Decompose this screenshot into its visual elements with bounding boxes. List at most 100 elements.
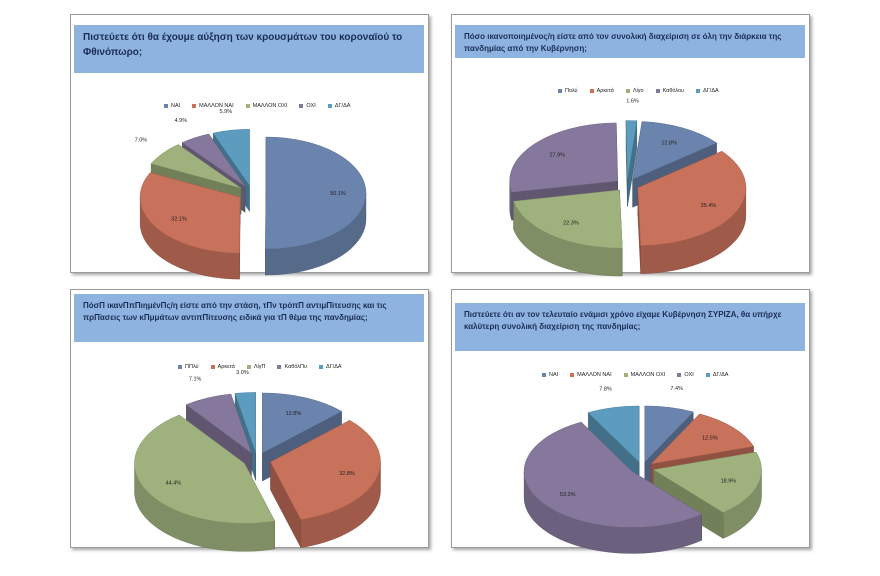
legend-swatch xyxy=(319,365,324,369)
pie-slice xyxy=(587,405,640,463)
legend-label: ΔΓ/ΔΑ xyxy=(334,103,351,109)
pie-data-label: 44.4% xyxy=(166,480,182,486)
legend-swatch xyxy=(655,89,660,93)
legend-swatch xyxy=(705,373,710,377)
legend-label: ΜΑΛΛΟΝ ΟΧΙ xyxy=(630,372,666,378)
pie-data-label: 53.3% xyxy=(560,492,576,498)
legend-item: ΝΑΙ xyxy=(542,372,558,378)
chart-title-2: Πόσο ικανοποιημένος/η είστε από τον συνο… xyxy=(455,25,805,58)
pie-chart-1: 50.1% 32.1% 7.0% 4.9% 5.9% xyxy=(135,109,367,280)
chart-title-4: Πιστεύετε ότι αν τον τελευταίο ενάμισι χ… xyxy=(455,303,805,351)
legend-item: Καθόλου xyxy=(655,88,684,94)
legend-swatch xyxy=(178,365,182,369)
pie-data-label: 1.6% xyxy=(626,98,639,104)
legend-label: ΛίγΠ xyxy=(253,364,266,370)
pie-slice xyxy=(650,413,755,465)
legend-label: ΜΑΛΛΟΝ ΝΑΙ xyxy=(199,103,234,109)
legend-item: Πολύ xyxy=(558,88,578,94)
pie-data-label: 7.1% xyxy=(189,377,202,383)
legend-item: ΝΑΙ xyxy=(164,103,180,109)
pie-data-label: 22.3% xyxy=(563,221,579,227)
chart-title-1: Πιστεύετε ότι θα έχουμε αύξηση των κρουσ… xyxy=(74,25,424,73)
legend-label: ΜΑΛΛΟΝ ΝΑΙ xyxy=(577,372,612,378)
legend-label: ΟΧΙ xyxy=(684,372,694,378)
legend-label: ΔΓ/ΔΑ xyxy=(703,88,719,94)
legend-4: ΝΑΙ ΜΑΛΛΟΝ ΝΑΙ ΜΑΛΛΟΝ ΟΧΙ ΟΧΙ ΔΓ/ΔΑ xyxy=(542,372,728,378)
pie-slice xyxy=(185,393,252,454)
pie-slice xyxy=(270,420,381,520)
legend-swatch xyxy=(327,104,332,108)
legend-swatch xyxy=(277,365,282,369)
legend-label: ΟΧΙ xyxy=(306,103,316,109)
pie-slice xyxy=(513,189,623,249)
legend-swatch xyxy=(542,373,546,377)
legend-item: ΔΓ/ΔΑ xyxy=(327,103,351,109)
legend-swatch xyxy=(245,104,250,108)
legend-2: Πολύ Αρκετά Λίγο Καθόλου ΔΓ/ΔΑ xyxy=(558,88,719,94)
legend-swatch xyxy=(299,104,304,108)
pie-data-label: 12.5% xyxy=(702,436,718,442)
pie-data-label: 35.4% xyxy=(701,203,717,209)
legend-swatch xyxy=(164,104,168,108)
pie-slice xyxy=(139,172,241,254)
pie-slice xyxy=(632,121,718,180)
pie-slice xyxy=(134,414,276,524)
pie-slice xyxy=(652,451,762,513)
pie-slice xyxy=(262,392,343,454)
legend-item: ΛίγΠ xyxy=(246,364,266,370)
pie-data-label: 5.9% xyxy=(220,109,233,115)
pie-data-label: 7.8% xyxy=(599,386,612,392)
legend-item: ΟΧΙ xyxy=(677,372,694,378)
pie-data-label: 4.9% xyxy=(175,118,188,124)
legend-item: ΜΑΛΛΟΝ ΟΧΙ xyxy=(623,372,666,378)
legend-item: ΚαθόλΠυ xyxy=(277,364,307,370)
pie-data-label: 27.9% xyxy=(549,153,565,159)
legend-item: Αρκετά xyxy=(589,88,614,94)
legend-item: ΜΑΛΛΟΝ ΝΑΙ xyxy=(192,103,234,109)
pie-slice xyxy=(509,122,618,193)
legend-swatch xyxy=(589,89,594,93)
legend-swatch xyxy=(625,89,630,93)
legend-item: ΠΠλύ xyxy=(178,364,199,370)
pie-slice xyxy=(234,392,256,453)
pie-data-label: 32.8% xyxy=(339,471,355,477)
pie-slice xyxy=(637,150,747,246)
legend-label: ΔΓ/ΔΑ xyxy=(326,364,342,370)
legend-label: Αρκετά xyxy=(217,364,235,370)
legend-label: ΝΑΙ xyxy=(549,372,559,378)
pie-slice xyxy=(265,136,367,250)
legend-label: ΝΑΙ xyxy=(171,103,181,109)
legend-swatch xyxy=(192,104,197,108)
legend-label: ΔΓ/ΔΑ xyxy=(712,372,729,378)
pie-chart-2: 12.8% 35.4% 22.3% 27.9% 1.6% xyxy=(509,98,747,277)
pie-data-label: 7.0% xyxy=(135,137,148,143)
pie-chart-3: 12.8% 32.8% 44.4% 7.1% 3.0% xyxy=(134,370,381,552)
legend-item: ΜΑΛΛΟΝ ΝΑΙ xyxy=(570,372,612,378)
chart-title-3: ΠόσΠ ικανΠπΠιημένΠς/η είστε από την στάσ… xyxy=(74,294,424,342)
pie-slice xyxy=(150,144,242,189)
legend-label: Αρκετά xyxy=(596,88,614,94)
pie-slice xyxy=(625,120,638,179)
pie-chart-4: 7.4% 12.5% 18.9% 53.3% 7.8% xyxy=(523,386,762,554)
legend-3: ΠΠλύ Αρκετά ΛίγΠ ΚαθόλΠυ ΔΓ/ΔΑ xyxy=(178,364,342,370)
legend-label: ΠΠλύ xyxy=(185,364,199,370)
legend-swatch xyxy=(210,365,215,369)
legend-label: Λίγο xyxy=(632,88,644,94)
legend-label: ΜΑΛΛΟΝ ΟΧΙ xyxy=(252,103,288,109)
legend-item: ΔΓ/ΔΑ xyxy=(705,372,729,378)
pie-slice xyxy=(644,405,694,463)
pie-data-label: 18.9% xyxy=(721,479,737,485)
legend-item: Αρκετά xyxy=(210,364,235,370)
legend-swatch xyxy=(570,373,575,377)
legend-swatch xyxy=(677,373,682,377)
pie-data-label: 7.4% xyxy=(670,386,683,392)
pie-data-label: 50.1% xyxy=(330,191,346,197)
pie-slice xyxy=(181,133,246,187)
pie-data-label: 32.1% xyxy=(171,216,187,222)
legend-item: ΟΧΙ xyxy=(299,103,316,109)
legend-swatch xyxy=(623,373,628,377)
legend-item: Λίγο xyxy=(625,88,644,94)
legend-swatch xyxy=(558,89,562,93)
legend-1: ΝΑΙ ΜΑΛΛΟΝ ΝΑΙ ΜΑΛΛΟΝ ΟΧΙ ΟΧΙ ΔΓ/ΔΑ xyxy=(164,103,350,109)
